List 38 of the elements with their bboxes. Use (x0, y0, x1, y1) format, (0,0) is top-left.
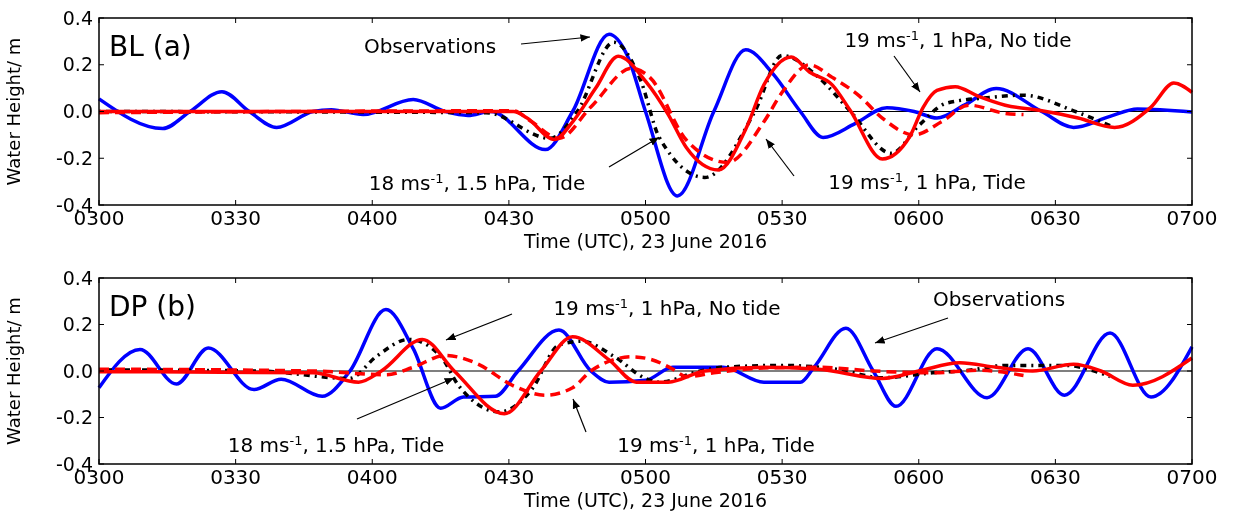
x-tick-label: 0330 (210, 465, 262, 489)
x-tick-label: 0700 (1166, 465, 1218, 489)
y-tick-label: 0.0 (62, 359, 93, 382)
y-axis-title: Water Height/ m (3, 297, 24, 445)
annotation: 18 ms$^{-1}$, 1.5 hPa, Tide (227, 432, 445, 457)
x-tick-label: 0400 (346, 206, 398, 230)
x-tick-label: 0630 (1029, 206, 1081, 230)
annotation: 18 ms$^{-1}$, 1.5 hPa, Tide (368, 170, 586, 195)
y-axis-title: Water Height/ m (3, 37, 24, 186)
x-tick-label: 0500 (620, 206, 671, 230)
x-tick-label: 0330 (210, 206, 262, 230)
y-tick-label: 0.2 (62, 53, 93, 76)
y-tick-label: -0.2 (55, 146, 93, 169)
x-tick-label: 0530 (756, 465, 808, 489)
x-tick-label: 0700 (1166, 206, 1218, 230)
y-tick-label: 0.4 (62, 266, 93, 289)
annotation: 19 ms$^{-1}$, 1 hPa, Tide (617, 432, 815, 457)
x-tick-label: 0600 (893, 465, 945, 489)
x-axis-title: Time (UTC), 23 June 2016 (522, 489, 768, 511)
annotation: 19 ms$^{-1}$, 1 hPa, No tide (553, 295, 781, 320)
x-tick-label: 0430 (483, 206, 535, 230)
annotation: Observations (932, 287, 1066, 311)
annotation: Observations (363, 34, 497, 58)
y-tick-label: 0.0 (62, 100, 93, 123)
x-tick-label: 0430 (483, 465, 535, 489)
x-tick-label: 0530 (756, 206, 808, 230)
y-tick-label: 0.2 (62, 313, 93, 336)
x-tick-label: 0400 (346, 465, 398, 489)
x-tick-label: 0500 (620, 465, 671, 489)
x-axis-title: Time (UTC), 23 June 2016 (522, 230, 768, 252)
annotation: 19 ms$^{-1}$, 1 hPa, Tide (828, 169, 1026, 194)
y-tick-label: 0.4 (62, 6, 93, 29)
text: DP (b) (109, 290, 196, 323)
text: BL (a) (109, 30, 192, 63)
y-tick-label: -0.2 (55, 406, 93, 429)
x-tick-label: 0630 (1029, 465, 1081, 489)
x-tick-label: 0600 (893, 206, 945, 230)
annotation: 19 ms$^{-1}$, 1 hPa, No tide (844, 27, 1072, 52)
